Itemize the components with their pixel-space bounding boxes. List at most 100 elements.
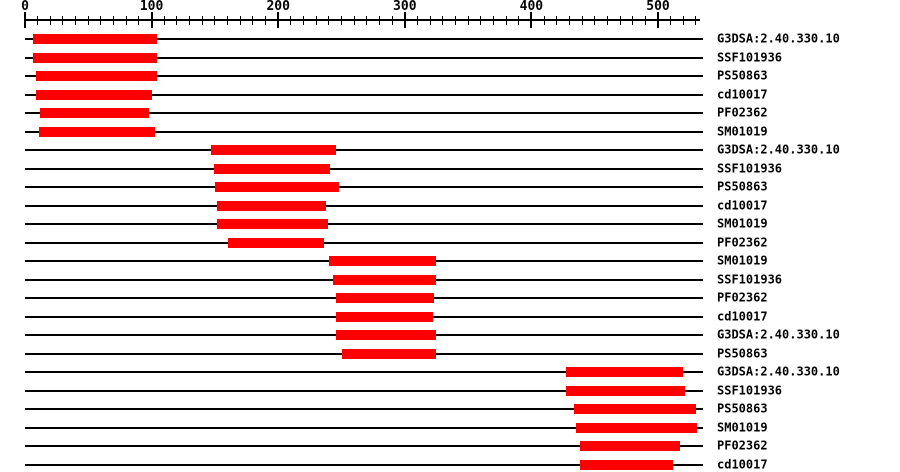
row-baseline: [25, 75, 703, 77]
ruler-minor-tick: [594, 15, 596, 25]
ruler-minor-tick: [62, 15, 64, 25]
ruler-minor-tick: [75, 15, 77, 25]
row-baseline: [25, 167, 703, 170]
domain-bar: [217, 200, 327, 211]
ruler-minor-tick: [201, 15, 203, 25]
ruler-tick-label: 200: [266, 0, 290, 14]
ruler-minor-tick: [543, 15, 545, 25]
row-baseline: [25, 112, 703, 114]
ruler-minor-tick: [467, 15, 469, 25]
ruler-minor-tick: [315, 15, 317, 25]
ruler-minor-tick: [682, 15, 684, 25]
ruler-major-tick: [277, 12, 280, 28]
ruler-tick-label: 100: [139, 0, 164, 14]
ruler-minor-tick: [454, 15, 456, 25]
ruler-minor-tick: [556, 15, 558, 25]
ruler-minor-tick: [416, 15, 418, 25]
domain-bar: [32, 52, 157, 63]
ruler-minor-tick: [227, 15, 229, 25]
row-label: PF02362: [717, 438, 768, 453]
ruler-minor-tick: [265, 15, 267, 25]
row-baseline: [25, 389, 703, 392]
row-baseline: [25, 56, 703, 59]
row-baseline: [25, 445, 703, 447]
domain-bar: [565, 385, 685, 396]
ruler-minor-tick: [239, 15, 241, 25]
domain-bar: [213, 163, 331, 174]
ruler-minor-tick: [505, 15, 507, 25]
ruler-minor-tick: [100, 15, 102, 25]
ruler-minor-tick: [176, 15, 178, 25]
domain-bar: [214, 182, 339, 192]
domain-bar: [217, 219, 328, 229]
ruler-major-tick: [150, 12, 153, 28]
row-baseline: [25, 204, 703, 207]
ruler-minor-tick: [632, 15, 634, 25]
ruler-tick-label: 300: [393, 0, 417, 14]
ruler-major-tick: [403, 12, 406, 28]
ruler-minor-tick: [328, 15, 330, 25]
row-label: SSF101936: [717, 49, 783, 64]
row-label: PF02362: [717, 234, 768, 249]
row-label: PS50863: [717, 179, 768, 194]
ruler-minor-tick: [163, 15, 165, 25]
row-label: SSF101936: [717, 160, 783, 175]
ruler-minor-tick: [695, 15, 697, 25]
ruler-minor-tick: [492, 15, 494, 25]
ruler-axis-line: [25, 19, 700, 21]
domain-bar: [579, 441, 680, 451]
ruler-minor-tick: [189, 15, 191, 25]
ruler-tick-label: 0: [21, 0, 29, 14]
ruler-minor-tick: [644, 15, 646, 25]
ruler-major-tick: [530, 12, 533, 28]
domain-bar: [336, 293, 434, 303]
domain-bar: [336, 311, 433, 322]
ruler-minor-tick: [581, 15, 583, 25]
row-baseline: [25, 186, 703, 188]
row-label: G3DSA:2.40.330.10: [717, 327, 840, 342]
ruler-minor-tick: [49, 15, 51, 25]
domain-bar: [40, 108, 150, 118]
row-baseline: [25, 371, 703, 373]
ruler-minor-tick: [341, 15, 342, 25]
ruler-minor-tick: [429, 15, 431, 25]
ruler-minor-tick: [480, 15, 482, 25]
domain-bar: [565, 367, 684, 377]
ruler-minor-tick: [606, 15, 608, 25]
row-label: SM01019: [717, 253, 768, 268]
domain-bar: [211, 145, 337, 155]
domain-bar: [227, 237, 324, 248]
ruler-minor-tick: [568, 15, 570, 25]
row-baseline: [25, 463, 703, 466]
ruler-minor-tick: [37, 15, 39, 25]
ruler-minor-tick: [214, 15, 216, 25]
row-baseline: [25, 130, 703, 133]
row-label: SM01019: [717, 419, 768, 434]
row-baseline: [25, 241, 703, 244]
row-label: G3DSA:2.40.330.10: [717, 31, 840, 46]
domain-bar: [38, 126, 156, 137]
ruler-minor-tick: [619, 15, 621, 25]
ruler-minor-tick: [113, 15, 115, 25]
row-baseline: [25, 426, 703, 429]
row-label: SM01019: [717, 216, 768, 231]
row-label: cd10017: [717, 86, 768, 101]
row-baseline: [25, 408, 703, 410]
row-label: G3DSA:2.40.330.10: [717, 364, 840, 379]
row-label: PS50863: [717, 68, 768, 83]
row-label: cd10017: [717, 456, 768, 471]
ruler-major-tick: [657, 12, 659, 28]
ruler-minor-tick: [353, 15, 355, 25]
ruler-minor-tick: [442, 15, 444, 25]
domain-bar: [328, 256, 437, 266]
row-label: cd10017: [717, 308, 768, 323]
ruler-tick-label: 400: [519, 0, 544, 14]
ruler-minor-tick: [391, 15, 393, 25]
row-baseline: [25, 149, 703, 151]
ruler-major-tick: [24, 12, 26, 28]
ruler-tick-label: 500: [646, 0, 670, 14]
ruler-minor-tick: [87, 15, 89, 25]
ruler-minor-tick: [290, 15, 292, 25]
domain-bar: [341, 348, 437, 359]
domain-bar: [332, 274, 437, 285]
